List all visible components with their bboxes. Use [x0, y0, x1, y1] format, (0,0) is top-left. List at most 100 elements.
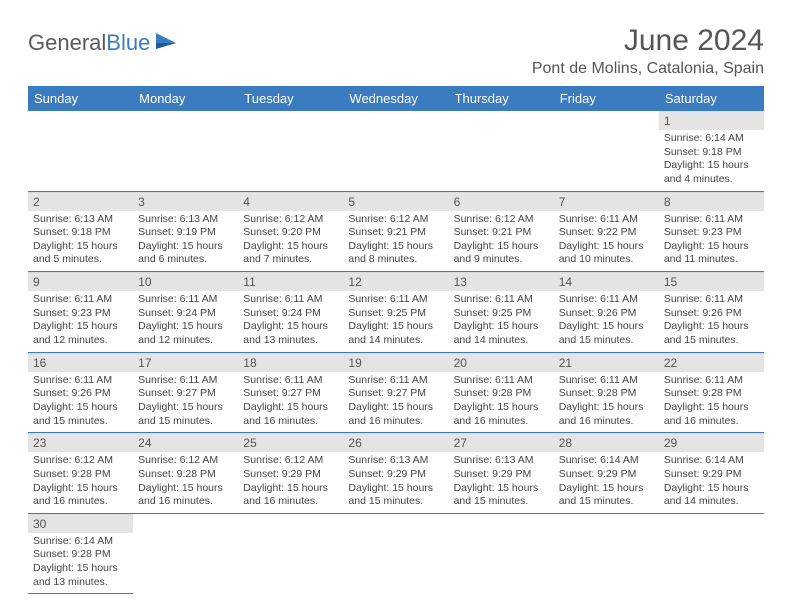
sunset-text: Sunset: 9:26 PM: [664, 307, 759, 321]
calendar-cell: [554, 513, 659, 594]
daylight-text: Daylight: 15 hours and 5 minutes.: [33, 240, 128, 267]
sunset-text: Sunset: 9:29 PM: [664, 468, 759, 482]
day-number: 7: [554, 192, 659, 211]
calendar-week-row: 1Sunrise: 6:14 AMSunset: 9:18 PMDaylight…: [28, 111, 764, 191]
day-body: Sunrise: 6:11 AMSunset: 9:24 PMDaylight:…: [133, 291, 238, 352]
sunset-text: Sunset: 9:28 PM: [138, 468, 233, 482]
daylight-text: Daylight: 15 hours and 13 minutes.: [243, 320, 338, 347]
sunset-text: Sunset: 9:20 PM: [243, 226, 338, 240]
daylight-text: Daylight: 15 hours and 16 minutes.: [243, 482, 338, 509]
daylight-text: Daylight: 15 hours and 14 minutes.: [348, 320, 443, 347]
calendar-cell: 17Sunrise: 6:11 AMSunset: 9:27 PMDayligh…: [133, 352, 238, 433]
sunset-text: Sunset: 9:28 PM: [559, 387, 654, 401]
calendar-cell: [133, 513, 238, 594]
day-body: Sunrise: 6:11 AMSunset: 9:28 PMDaylight:…: [554, 372, 659, 433]
daylight-text: Daylight: 15 hours and 15 minutes.: [664, 320, 759, 347]
sunset-text: Sunset: 9:25 PM: [348, 307, 443, 321]
sunrise-text: Sunrise: 6:12 AM: [348, 213, 443, 227]
day-body: Sunrise: 6:14 AMSunset: 9:29 PMDaylight:…: [659, 452, 764, 513]
day-body: Sunrise: 6:13 AMSunset: 9:19 PMDaylight:…: [133, 211, 238, 272]
calendar-cell: 30Sunrise: 6:14 AMSunset: 9:28 PMDayligh…: [28, 513, 133, 594]
sunrise-text: Sunrise: 6:12 AM: [454, 213, 549, 227]
calendar-cell: 4Sunrise: 6:12 AMSunset: 9:20 PMDaylight…: [238, 191, 343, 272]
day-body: Sunrise: 6:12 AMSunset: 9:29 PMDaylight:…: [238, 452, 343, 513]
logo: GeneralBlue: [28, 30, 180, 56]
calendar-cell: 21Sunrise: 6:11 AMSunset: 9:28 PMDayligh…: [554, 352, 659, 433]
daylight-text: Daylight: 15 hours and 16 minutes.: [33, 482, 128, 509]
daylight-text: Daylight: 15 hours and 12 minutes.: [138, 320, 233, 347]
calendar-cell: 24Sunrise: 6:12 AMSunset: 9:28 PMDayligh…: [133, 433, 238, 514]
logo-flag-icon: [154, 31, 180, 51]
calendar-cell: [238, 513, 343, 594]
sunset-text: Sunset: 9:23 PM: [33, 307, 128, 321]
sunset-text: Sunset: 9:21 PM: [454, 226, 549, 240]
sunrise-text: Sunrise: 6:14 AM: [33, 535, 128, 549]
sunset-text: Sunset: 9:25 PM: [454, 307, 549, 321]
sunset-text: Sunset: 9:27 PM: [348, 387, 443, 401]
day-number: 29: [659, 433, 764, 452]
calendar-cell: 23Sunrise: 6:12 AMSunset: 9:28 PMDayligh…: [28, 433, 133, 514]
calendar-cell: 29Sunrise: 6:14 AMSunset: 9:29 PMDayligh…: [659, 433, 764, 514]
calendar-cell: 25Sunrise: 6:12 AMSunset: 9:29 PMDayligh…: [238, 433, 343, 514]
calendar-cell: 14Sunrise: 6:11 AMSunset: 9:26 PMDayligh…: [554, 272, 659, 353]
daylight-text: Daylight: 15 hours and 16 minutes.: [348, 401, 443, 428]
calendar-cell: 15Sunrise: 6:11 AMSunset: 9:26 PMDayligh…: [659, 272, 764, 353]
day-number: 13: [449, 272, 554, 291]
daylight-text: Daylight: 15 hours and 16 minutes.: [664, 401, 759, 428]
calendar-week-row: 2Sunrise: 6:13 AMSunset: 9:18 PMDaylight…: [28, 191, 764, 272]
sunset-text: Sunset: 9:18 PM: [664, 146, 759, 160]
day-number: 2: [28, 192, 133, 211]
sunset-text: Sunset: 9:29 PM: [559, 468, 654, 482]
sunrise-text: Sunrise: 6:11 AM: [559, 374, 654, 388]
daylight-text: Daylight: 15 hours and 7 minutes.: [243, 240, 338, 267]
day-body: Sunrise: 6:12 AMSunset: 9:28 PMDaylight:…: [133, 452, 238, 513]
sunrise-text: Sunrise: 6:13 AM: [454, 454, 549, 468]
sunrise-text: Sunrise: 6:11 AM: [454, 374, 549, 388]
location: Pont de Molins, Catalonia, Spain: [532, 60, 764, 78]
sunset-text: Sunset: 9:29 PM: [454, 468, 549, 482]
calendar-cell: 22Sunrise: 6:11 AMSunset: 9:28 PMDayligh…: [659, 352, 764, 433]
sunrise-text: Sunrise: 6:11 AM: [33, 293, 128, 307]
daylight-text: Daylight: 15 hours and 15 minutes.: [348, 482, 443, 509]
day-body: Sunrise: 6:11 AMSunset: 9:23 PMDaylight:…: [28, 291, 133, 352]
day-number: 24: [133, 433, 238, 452]
calendar-cell: 16Sunrise: 6:11 AMSunset: 9:26 PMDayligh…: [28, 352, 133, 433]
weekday-header: Friday: [554, 86, 659, 111]
day-number: 12: [343, 272, 448, 291]
daylight-text: Daylight: 15 hours and 16 minutes.: [559, 401, 654, 428]
daylight-text: Daylight: 15 hours and 6 minutes.: [138, 240, 233, 267]
weekday-header: Monday: [133, 86, 238, 111]
calendar-cell: 28Sunrise: 6:14 AMSunset: 9:29 PMDayligh…: [554, 433, 659, 514]
calendar-cell: 1Sunrise: 6:14 AMSunset: 9:18 PMDaylight…: [659, 111, 764, 191]
day-body: Sunrise: 6:11 AMSunset: 9:26 PMDaylight:…: [659, 291, 764, 352]
calendar-cell: 20Sunrise: 6:11 AMSunset: 9:28 PMDayligh…: [449, 352, 554, 433]
sunrise-text: Sunrise: 6:13 AM: [138, 213, 233, 227]
calendar-week-row: 30Sunrise: 6:14 AMSunset: 9:28 PMDayligh…: [28, 513, 764, 594]
daylight-text: Daylight: 15 hours and 15 minutes.: [559, 482, 654, 509]
sunrise-text: Sunrise: 6:13 AM: [33, 213, 128, 227]
day-number: 4: [238, 192, 343, 211]
day-body: Sunrise: 6:13 AMSunset: 9:29 PMDaylight:…: [449, 452, 554, 513]
daylight-text: Daylight: 15 hours and 11 minutes.: [664, 240, 759, 267]
calendar-cell: 18Sunrise: 6:11 AMSunset: 9:27 PMDayligh…: [238, 352, 343, 433]
day-body: Sunrise: 6:11 AMSunset: 9:22 PMDaylight:…: [554, 211, 659, 272]
logo-text-1: General: [28, 30, 106, 56]
day-body: Sunrise: 6:11 AMSunset: 9:28 PMDaylight:…: [449, 372, 554, 433]
day-number: 1: [659, 111, 764, 130]
day-number: 25: [238, 433, 343, 452]
day-number: 18: [238, 353, 343, 372]
calendar-cell: 2 Sunrise: 6:13 AMSunset: 9:18 PMDaylight…: [28, 191, 133, 272]
sunrise-text: Sunrise: 6:12 AM: [138, 454, 233, 468]
day-number: 11: [238, 272, 343, 291]
sunset-text: Sunset: 9:18 PM: [33, 226, 128, 240]
calendar-table: Sunday Monday Tuesday Wednesday Thursday…: [28, 86, 764, 594]
sunset-text: Sunset: 9:19 PM: [138, 226, 233, 240]
daylight-text: Daylight: 15 hours and 8 minutes.: [348, 240, 443, 267]
sunset-text: Sunset: 9:29 PM: [348, 468, 443, 482]
sunrise-text: Sunrise: 6:11 AM: [33, 374, 128, 388]
day-body: Sunrise: 6:11 AMSunset: 9:27 PMDaylight:…: [343, 372, 448, 433]
sunset-text: Sunset: 9:24 PM: [243, 307, 338, 321]
day-number: 28: [554, 433, 659, 452]
daylight-text: Daylight: 15 hours and 4 minutes.: [664, 159, 759, 186]
daylight-text: Daylight: 15 hours and 16 minutes.: [454, 401, 549, 428]
